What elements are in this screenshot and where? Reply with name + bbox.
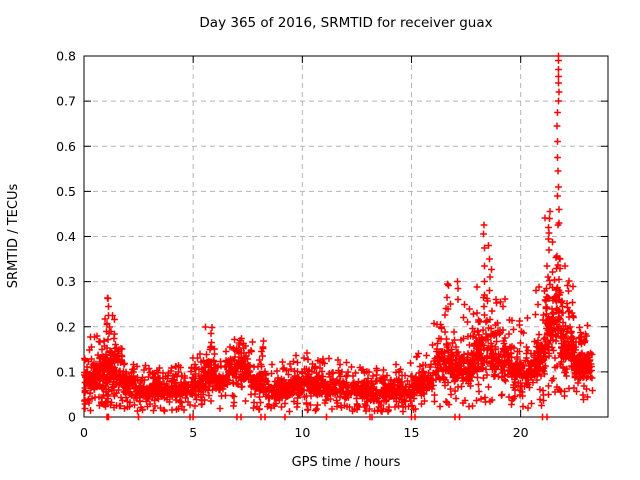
x-tick-label: 10 bbox=[294, 425, 310, 440]
x-tick-label: 15 bbox=[404, 425, 420, 440]
scatter-points bbox=[81, 52, 596, 421]
x-tick-label: 20 bbox=[513, 425, 529, 440]
x-tick-label: 5 bbox=[189, 425, 197, 440]
y-tick-label: 0.3 bbox=[56, 274, 76, 289]
y-tick-label: 0.2 bbox=[56, 319, 76, 334]
y-tick-label: 0.1 bbox=[56, 364, 76, 379]
y-tick-label: 0.7 bbox=[56, 94, 76, 109]
y-tick-label: 0 bbox=[68, 410, 76, 425]
data-point-markers bbox=[81, 52, 596, 421]
y-tick-label: 0.4 bbox=[56, 229, 76, 244]
x-axis-label: GPS time / hours bbox=[292, 455, 401, 470]
y-tick-label: 0.5 bbox=[56, 184, 76, 199]
axis-tick-labels: 0 0.1 0.2 0.3 0.4 0.5 0.6 0.7 0.8 0 5 10 15 20 bbox=[56, 49, 529, 441]
chart-title: Day 365 of 2016, SRMTID for receiver gua… bbox=[199, 15, 492, 31]
y-axis-label: SRMTID / TECUs bbox=[6, 184, 21, 289]
y-tick-label: 0.8 bbox=[56, 49, 76, 64]
x-tick-label: 0 bbox=[80, 425, 88, 440]
y-tick-label: 0.6 bbox=[56, 139, 76, 154]
